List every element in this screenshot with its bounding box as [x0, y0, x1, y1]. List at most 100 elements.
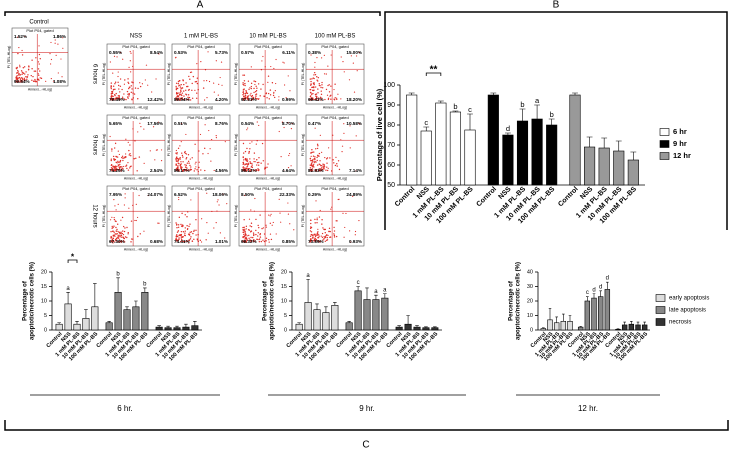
event-dot: [127, 233, 129, 235]
event-dot: [209, 148, 211, 150]
event-dot: [250, 225, 253, 228]
event-dot: [137, 235, 139, 238]
event-dot: [333, 226, 335, 229]
event-dot: [282, 61, 284, 63]
event-dot: [270, 238, 273, 241]
event-dot: [125, 164, 128, 166]
event-dot: [253, 80, 255, 82]
event-dot: [278, 99, 280, 101]
event-dot: [112, 226, 114, 229]
event-dot: [185, 168, 187, 171]
event-dot: [268, 214, 270, 216]
event-dot: [136, 216, 139, 219]
event-dot: [25, 76, 27, 78]
event-dot: [255, 94, 257, 96]
event-dot: [258, 124, 260, 127]
bar: [114, 291, 122, 331]
event-dot: [252, 236, 254, 239]
event-dot: [120, 236, 122, 238]
event-dot: [271, 82, 274, 84]
event-dot: [23, 66, 26, 68]
event-dot: [342, 60, 344, 63]
event-dot: [287, 202, 289, 204]
panel-a-bracket: [4, 11, 381, 16]
event-dot: [129, 51, 131, 53]
event-dot: [222, 193, 224, 195]
flow-x-axis: Annexi...-HLog): [256, 176, 280, 180]
significance-letter: a: [306, 273, 310, 279]
event-dot: [254, 197, 256, 200]
event-dot: [242, 82, 244, 84]
event-dot: [323, 235, 325, 238]
bar: [435, 102, 447, 186]
event-dot: [50, 77, 52, 80]
event-dot: [123, 93, 125, 95]
event-dot: [178, 237, 180, 239]
event-dot: [114, 142, 117, 145]
event-dot: [111, 230, 114, 232]
event-dot: [213, 91, 215, 93]
bar: [431, 327, 439, 331]
error-bar: [424, 326, 428, 328]
bar: [420, 130, 432, 186]
error-bar: [423, 126, 430, 131]
event-dot: [114, 99, 116, 101]
event-dot: [244, 84, 246, 87]
event-dot: [224, 237, 226, 239]
event-dot: [200, 241, 203, 243]
event-dot: [178, 170, 180, 172]
event-dot: [194, 163, 196, 165]
event-dot: [312, 82, 314, 84]
event-dot: [118, 165, 120, 167]
significance-letter: b: [453, 102, 457, 111]
event-dot: [321, 236, 324, 239]
event-dot: [37, 78, 40, 81]
error-bar: [548, 118, 555, 125]
flow-plot-title: Plot P04, gated: [321, 186, 348, 191]
event-dot: [26, 76, 28, 78]
event-dot: [256, 140, 258, 142]
event-dot: [184, 150, 186, 153]
event-dot: [316, 217, 318, 219]
event-dot: [358, 219, 360, 222]
event-dot: [175, 222, 177, 224]
event-dot: [127, 81, 129, 84]
event-dot: [283, 84, 286, 86]
event-dot: [182, 236, 184, 238]
event-dot: [270, 213, 272, 215]
error-bar: [433, 326, 437, 328]
event-dot: [118, 234, 120, 236]
quadrant-percent: 74.25%: [109, 168, 125, 173]
event-dot: [326, 236, 328, 239]
event-dot: [250, 95, 253, 98]
event-dot: [113, 225, 115, 227]
event-dot: [216, 201, 218, 203]
event-dot: [15, 81, 17, 83]
event-dot: [314, 156, 316, 158]
event-dot: [325, 158, 328, 160]
event-dot: [113, 159, 116, 161]
event-dot: [184, 230, 186, 232]
event-dot: [184, 151, 186, 154]
event-dot: [195, 161, 197, 163]
event-dot: [183, 168, 186, 171]
event-dot: [343, 132, 345, 135]
event-dot: [268, 241, 270, 243]
bar: [55, 323, 63, 331]
error-bar: [157, 325, 161, 328]
event-dot: [120, 219, 122, 221]
event-dot: [242, 93, 244, 96]
event-dot: [17, 52, 19, 55]
event-dot: [314, 61, 316, 64]
event-dot: [136, 170, 138, 172]
event-dot: [321, 87, 324, 89]
bar: [422, 327, 430, 331]
event-dot: [247, 98, 250, 101]
event-dot: [313, 151, 315, 153]
event-dot: [254, 80, 257, 83]
event-dot: [52, 80, 55, 82]
event-dot: [189, 158, 191, 160]
event-dot: [139, 233, 141, 235]
event-dot: [354, 230, 357, 233]
event-dot: [217, 199, 219, 201]
